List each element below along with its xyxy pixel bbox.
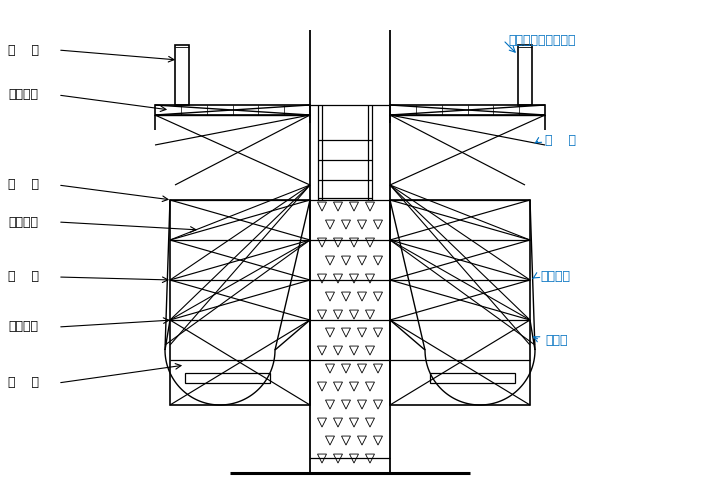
- Text: 三角支架: 三角支架: [8, 89, 38, 101]
- Text: 斜拉索具: 斜拉索具: [8, 215, 38, 229]
- Text: 吸    环: 吸 环: [545, 134, 576, 147]
- Bar: [390, 105, 545, 115]
- Text: 拆模吴篮: 拆模吴篮: [8, 320, 38, 334]
- Bar: [518, 45, 532, 105]
- Bar: [175, 45, 189, 105]
- Bar: [430, 373, 515, 383]
- Text: 拉    环: 拉 环: [8, 270, 39, 284]
- Text: 模    板: 模 板: [8, 377, 39, 390]
- Text: 拉    环: 拉 环: [8, 179, 39, 192]
- Bar: [185, 373, 270, 383]
- Bar: [170, 200, 310, 405]
- Bar: [155, 105, 310, 115]
- Bar: [390, 200, 530, 405]
- Text: 护    栏: 护 栏: [8, 44, 39, 56]
- Text: 安全网: 安全网: [545, 334, 568, 346]
- Text: 对拉螺栓: 对拉螺栓: [540, 270, 570, 284]
- Text: 对拉螺栓硌空心支管: 对拉螺栓硌空心支管: [508, 34, 575, 47]
